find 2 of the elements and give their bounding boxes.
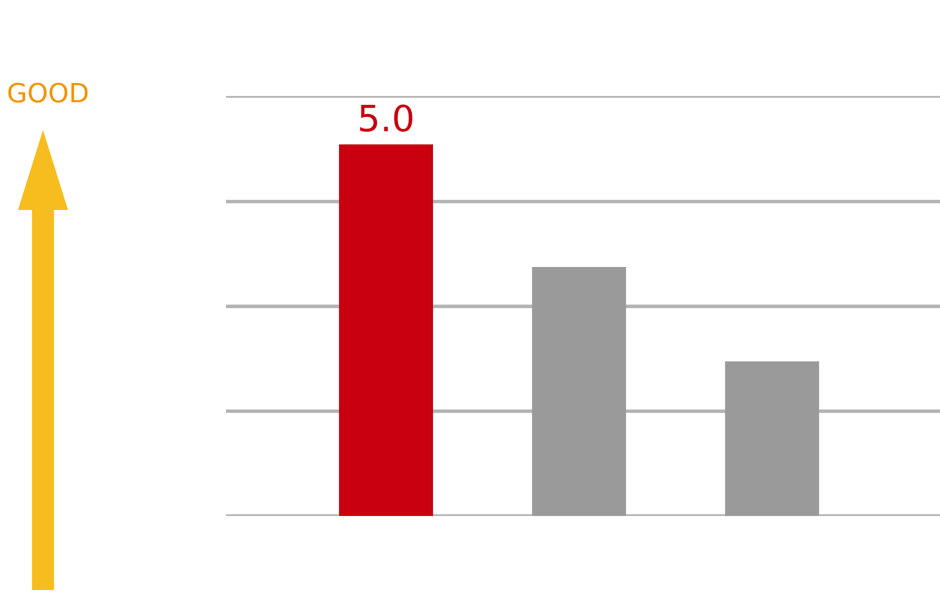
text: GOOD	[8, 82, 88, 103]
data-label: 5.0	[360, 104, 412, 132]
